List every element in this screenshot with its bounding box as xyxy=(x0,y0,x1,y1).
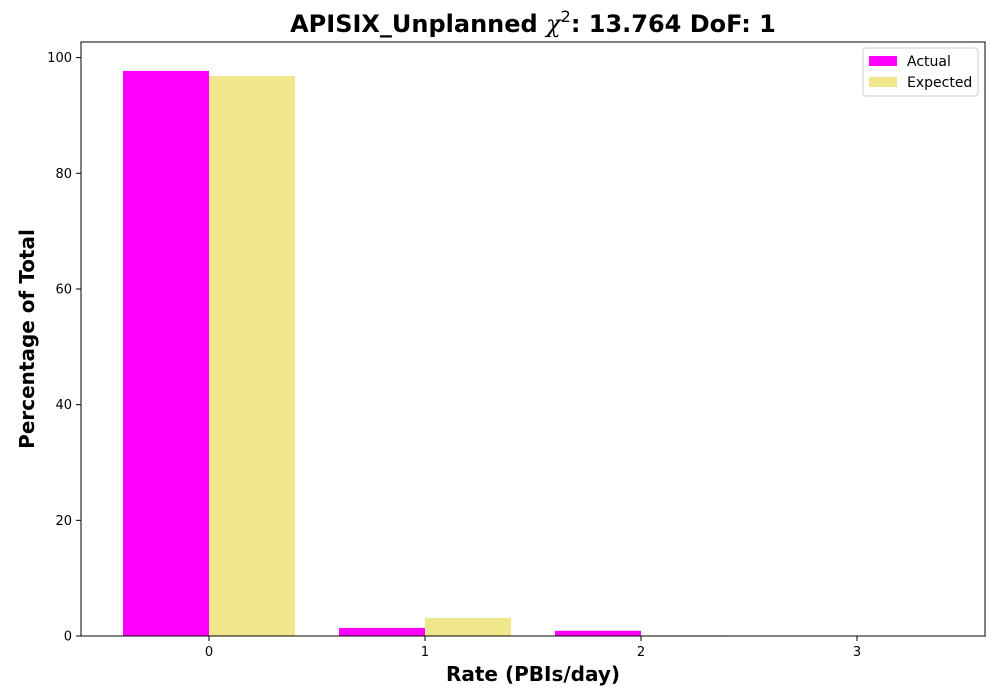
y-tick-label: 60 xyxy=(55,282,72,297)
y-tick-label: 0 xyxy=(64,630,72,645)
y-axis-ticks: 0 20 40 60 80 100 xyxy=(47,51,81,645)
bar-actual-1 xyxy=(339,627,425,636)
x-axis-ticks: 0 1 2 3 xyxy=(205,636,861,660)
bar-actual-2 xyxy=(555,630,641,636)
bar-actual-0 xyxy=(123,70,209,636)
chart-title: APISIX_Unplanned χ2: 13.764 DoF: 1 xyxy=(290,7,776,38)
y-tick-label: 40 xyxy=(55,398,72,413)
x-tick-label: 0 xyxy=(205,645,213,660)
plot-frame xyxy=(80,41,986,637)
x-tick-label: 2 xyxy=(637,645,645,660)
legend-swatch-actual xyxy=(869,56,897,66)
x-tick-label: 1 xyxy=(421,645,429,660)
legend-swatch-expected xyxy=(869,77,897,87)
legend-label-actual: Actual xyxy=(907,54,951,70)
y-axis-label: Percentage of Total xyxy=(15,229,39,449)
x-tick-label: 3 xyxy=(853,645,861,660)
y-tick-label: 100 xyxy=(47,51,72,66)
bars-group xyxy=(123,70,727,636)
y-tick-label: 20 xyxy=(55,514,72,529)
legend-label-expected: Expected xyxy=(907,75,972,91)
y-tick-label: 80 xyxy=(55,167,72,182)
legend: Actual Expected xyxy=(862,47,979,97)
bar-expected-1 xyxy=(425,618,511,636)
x-axis-label: Rate (PBIs/day) xyxy=(446,662,620,686)
bar-expected-0 xyxy=(209,76,295,636)
